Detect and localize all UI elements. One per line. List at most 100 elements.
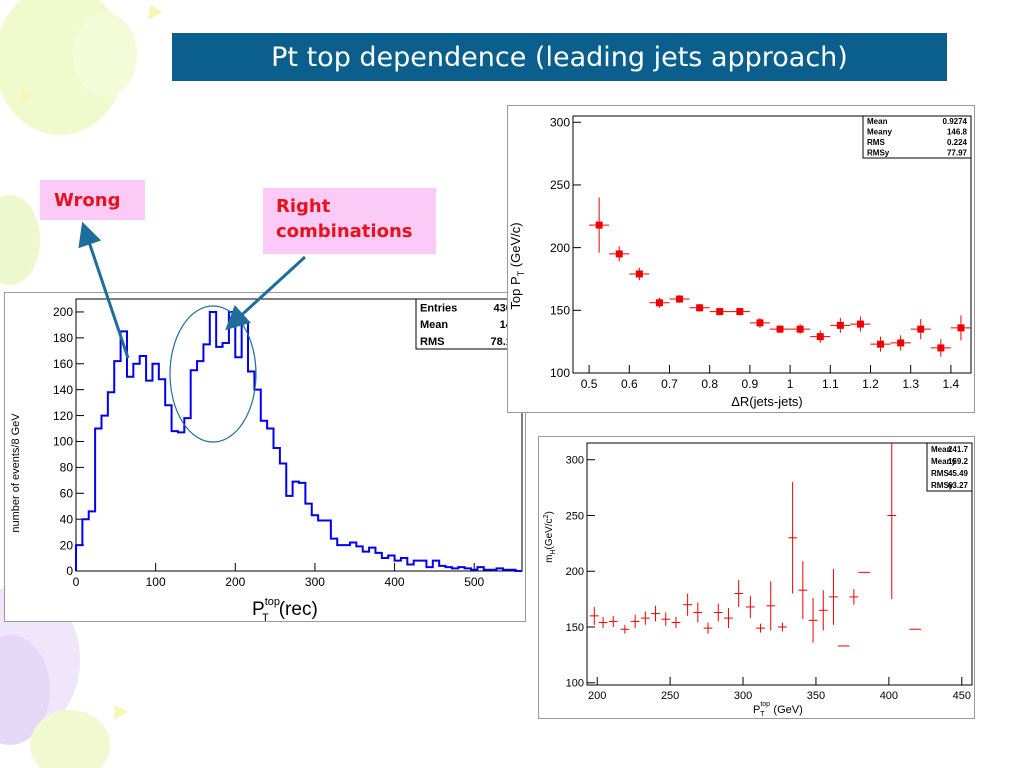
mh-stats-box	[926, 442, 973, 492]
mh-y-tick-label: 250	[566, 510, 584, 522]
histogram-y-tick-label: 180	[53, 331, 73, 345]
mh-x-axis-label: Ptop T (GeV)	[753, 701, 803, 718]
mh-stat-value: 63.27	[948, 481, 969, 490]
mh-data-point	[818, 590, 828, 631]
mh-x-tick-label: 350	[807, 690, 825, 702]
dr-data-point	[850, 316, 871, 332]
slide-title: Pt top dependence (leading jets approach…	[172, 33, 947, 81]
dr-data-point	[870, 336, 891, 352]
dr-x-tick-label: 0.5	[581, 377, 598, 391]
dr-data-point	[790, 324, 811, 335]
mh-stat-label: Mean	[931, 445, 952, 454]
dr-x-tick-label: 0.7	[661, 377, 678, 391]
dr-stat-value: 0.224	[947, 138, 968, 147]
mh-profile-panel: 200 250 300 350 400 450 100 150 200 250 300 Mean 24…	[538, 436, 975, 719]
mh-x-tick-label: 200	[588, 690, 606, 702]
dr-data-point	[769, 325, 791, 333]
mh-y-tick-label: 150	[566, 622, 584, 634]
histogram-y-tick-label: 100	[53, 435, 73, 449]
mh-stat-value: 45.49	[948, 469, 969, 478]
histogram-x-tick-label: 100	[146, 575, 166, 589]
mh-vs-pt-top-plot: 200 250 300 350 400 450 100 150 200 250 300 Mean24…	[543, 442, 973, 718]
mh-data-point	[620, 624, 630, 634]
dr-y-axis-label: Top PT (GeV/c)	[508, 222, 526, 309]
mh-data-point	[598, 616, 608, 629]
mh-data-point	[798, 561, 808, 620]
mh-x-tick-label: 250	[661, 690, 679, 702]
histogram-stat-label: Entries	[420, 303, 457, 315]
callout-wrong-label: Wrong	[54, 190, 121, 211]
dr-data-point	[890, 335, 911, 351]
mh-plot-frame	[586, 442, 973, 686]
dr-y-tick-label: 100	[550, 366, 570, 380]
pt-top-histogram: 0 100 200 300 400 500 0 20 40 60 80 100 120 140 160 180…	[10, 298, 523, 621]
histogram-y-tick-label: 200	[53, 305, 73, 319]
mh-data-point	[887, 443, 897, 600]
histogram-series-line	[75, 310, 522, 572]
mh-data-point	[630, 614, 640, 629]
dr-data-point	[649, 297, 670, 308]
histogram-y-tick-label: 80	[60, 461, 74, 475]
callout-right-line2: combinations	[276, 221, 413, 242]
mh-data-point	[693, 602, 703, 623]
mh-x-tick-label: 450	[953, 690, 971, 702]
mh-data-point	[683, 593, 692, 616]
callout-right-line1: Right	[276, 196, 331, 217]
dr-stat-value: 0.9274	[943, 117, 968, 126]
histogram-panel: 0 100 200 300 400 500 0 20 40 60 80 100 120 140 160 180…	[4, 292, 526, 622]
dr-stats-box	[862, 115, 972, 159]
mh-data-point	[608, 615, 618, 628]
histogram-stats-box	[415, 298, 523, 350]
histogram-x-axis-label: Ptop T (rec)	[252, 596, 318, 621]
dr-data-point	[729, 307, 750, 316]
dr-x-tick-label: 0.9	[742, 377, 759, 391]
mh-data-point	[589, 606, 599, 625]
dr-data-point	[709, 307, 730, 316]
histogram-x-tick-label: 300	[305, 575, 325, 589]
dr-data-point	[930, 339, 951, 357]
mh-data-point	[829, 569, 838, 625]
dr-y-tick-label: 250	[550, 178, 570, 192]
histogram-y-tick-label: 140	[53, 383, 73, 397]
mh-y-tick-label: 200	[566, 566, 584, 578]
mh-stat-value: 241.7	[948, 445, 969, 454]
mh-data-point	[640, 611, 650, 625]
histogram-x-tick-label: 500	[464, 575, 484, 589]
dr-stat-label: Mean	[867, 117, 888, 126]
histogram-x-tick-label: 200	[225, 575, 245, 589]
dr-stat-value: 77.97	[947, 148, 968, 157]
dr-data-point	[749, 317, 770, 328]
mh-data-point	[703, 622, 713, 634]
top-pt-vs-dr-plot: 0.5 0.6 0.7 0.8 0.9 1 1.1 1.2 1.3 1.4 100 150 200 250…	[508, 115, 972, 409]
mh-data-point	[756, 623, 765, 633]
histogram-stat-label: RMS	[420, 336, 444, 348]
histogram-x-tick-label: 0	[73, 575, 80, 589]
dr-stat-value: 146.8	[947, 127, 968, 136]
dr-x-tick-label: 1.3	[902, 377, 919, 391]
mh-y-tick-label: 300	[566, 455, 584, 467]
histogram-x-tick-label: 400	[385, 575, 405, 589]
mh-data-point	[849, 589, 859, 605]
histogram-y-tick-label: 20	[60, 538, 74, 552]
histogram-y-axis-label: number of events/8 GeV	[10, 413, 22, 533]
mh-y-axis-label: mH(GeV/c2)	[543, 511, 557, 563]
dr-data-point	[830, 317, 851, 333]
callout-wrong: Wrong	[40, 180, 145, 220]
dr-data-point	[950, 315, 971, 341]
mh-stat-label: Meany	[931, 457, 956, 466]
dr-stat-label: RMS	[867, 138, 885, 147]
dr-data-point	[589, 197, 610, 253]
histogram-y-tick-label: 0	[66, 564, 73, 578]
histogram-y-tick-label: 60	[60, 486, 74, 500]
mh-y-tick-label: 100	[566, 678, 584, 690]
mh-data-point	[766, 581, 776, 631]
dr-data-point	[629, 267, 650, 281]
dr-data-point	[810, 330, 831, 343]
dr-data-point	[910, 319, 931, 340]
histogram-stat-label: Mean	[420, 319, 448, 331]
dr-x-tick-label: 0.8	[701, 377, 718, 391]
mh-data-point	[788, 482, 797, 594]
dr-data-point	[689, 304, 710, 312]
dr-x-tick-label: 0.6	[621, 377, 638, 391]
